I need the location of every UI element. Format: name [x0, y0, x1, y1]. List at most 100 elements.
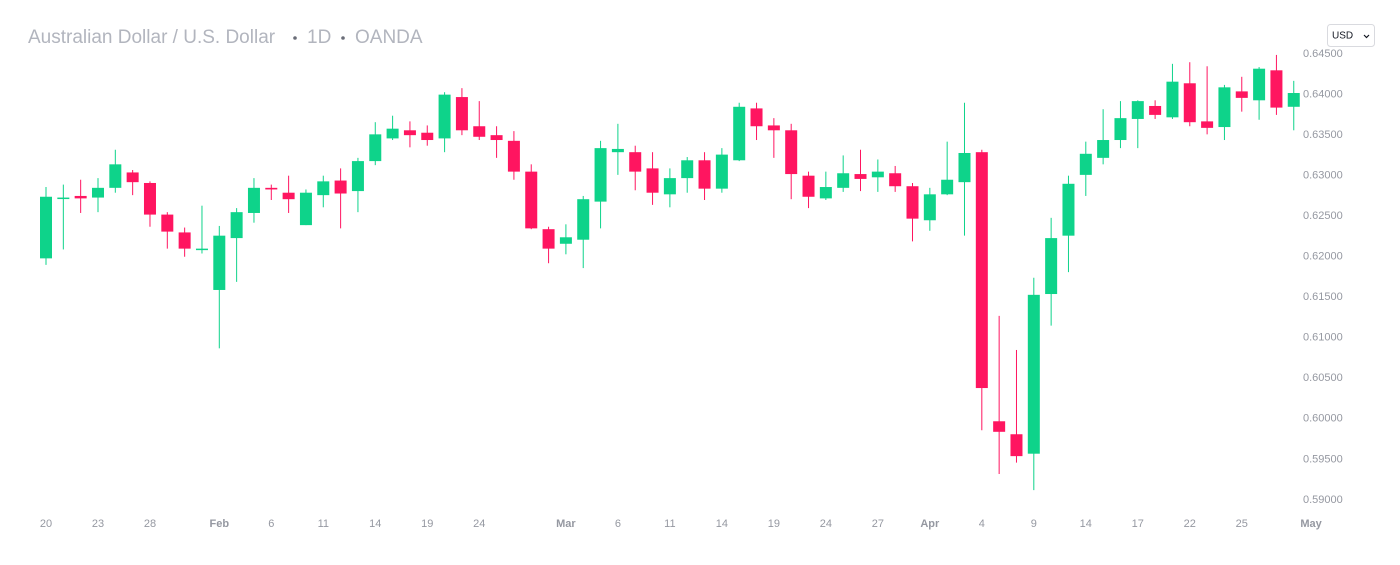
candle-body: [213, 235, 226, 290]
currency-button[interactable]: USD: [1327, 24, 1375, 47]
y-tick-label: 0.61000: [1303, 332, 1343, 344]
candle-body: [351, 161, 364, 192]
candle-body: [143, 182, 156, 215]
candle-body: [906, 186, 919, 219]
y-tick-label: 0.63500: [1303, 129, 1343, 141]
candle-body: [923, 194, 936, 221]
candle-body: [611, 148, 624, 153]
candle-body: [178, 232, 191, 249]
x-tick-label: 14: [1080, 518, 1092, 530]
x-tick-label: 6: [615, 518, 621, 530]
candle-body: [837, 173, 850, 188]
x-tick-label: 24: [473, 518, 485, 530]
x-tick-label: 6: [268, 518, 274, 530]
x-tick-label: 17: [1132, 518, 1144, 530]
y-tick-label: 0.63000: [1303, 170, 1343, 182]
y-tick-label: 0.64500: [1303, 48, 1343, 60]
candle-body: [403, 130, 416, 136]
candle-body: [1079, 153, 1092, 175]
candle-body: [1253, 68, 1266, 101]
candle-body: [74, 195, 87, 199]
candle-body: [646, 168, 659, 193]
candle-body: [975, 152, 988, 389]
candle-body: [109, 164, 122, 188]
candle-body: [265, 187, 278, 190]
candle-body: [698, 160, 711, 189]
candle-body: [958, 152, 971, 183]
candle-body: [594, 148, 607, 202]
candle-body: [1218, 87, 1231, 128]
x-tick-label: 23: [92, 518, 104, 530]
candle-body: [507, 140, 520, 172]
x-tick-label: 24: [820, 518, 832, 530]
candle-body: [1235, 91, 1248, 98]
candle-body: [750, 108, 763, 127]
y-tick-label: 0.60500: [1303, 372, 1343, 384]
x-tick-label: 4: [979, 518, 985, 530]
y-tick-label: 0.59000: [1303, 494, 1343, 506]
candle-body: [1270, 70, 1283, 108]
x-tick-label: 14: [369, 518, 381, 530]
candle-body: [1166, 81, 1179, 118]
candle-body: [1045, 238, 1058, 295]
candle-body: [941, 179, 954, 195]
x-tick-label: 22: [1184, 518, 1196, 530]
candle-body: [299, 192, 312, 226]
candle-body: [126, 172, 139, 183]
candle-body: [1062, 183, 1075, 236]
candle-body: [767, 125, 780, 131]
chevron[interactable]: [1363, 34, 1370, 39]
candle-body: [40, 196, 52, 259]
x-tick-label: May: [1300, 518, 1322, 530]
candle-body: [559, 237, 572, 244]
candle-body: [195, 248, 208, 251]
candle-body: [629, 152, 642, 172]
candle-body: [1201, 121, 1214, 128]
candle-body: [715, 154, 728, 189]
candle-body: [819, 187, 832, 199]
candle-body: [681, 160, 694, 179]
candle-body: [369, 134, 382, 162]
y-tick-label: 0.64000: [1303, 89, 1343, 101]
currency-label[interactable]: USD: [1332, 31, 1353, 42]
candle-body: [525, 171, 538, 229]
candle-body: [1131, 101, 1144, 119]
candle-body: [993, 421, 1006, 432]
candle-body: [473, 126, 486, 137]
x-tick-label: 11: [318, 518, 329, 530]
candle-body: [1027, 294, 1040, 454]
candle-body: [438, 94, 451, 139]
separator: [341, 36, 345, 40]
x-tick-label: 19: [768, 518, 780, 530]
separator: [293, 36, 297, 40]
candle-body: [542, 229, 555, 249]
candle-body: [577, 199, 590, 240]
candle-body: [230, 212, 243, 239]
x-tick-label: 14: [716, 518, 728, 530]
x-tick-label: 28: [144, 518, 156, 530]
candle-body: [1287, 93, 1300, 107]
candle-body: [57, 197, 70, 200]
x-tick-label: 9: [1031, 518, 1037, 530]
y-tick-label: 0.62000: [1303, 251, 1343, 263]
y-tick-label: 0.60000: [1303, 413, 1343, 425]
candle-body: [455, 97, 468, 131]
candle-body: [1149, 105, 1162, 115]
x-tick-label: Mar: [556, 518, 576, 530]
candle-body: [1010, 434, 1023, 457]
x-tick-label: 20: [40, 518, 52, 530]
interval: 1D: [307, 27, 331, 48]
candle-body: [1097, 140, 1110, 158]
candle-body: [871, 171, 884, 178]
source: OANDA: [355, 27, 423, 48]
currency-button-frame[interactable]: [1327, 24, 1375, 47]
y-tick-label: 0.62500: [1303, 210, 1343, 222]
candle-body: [282, 192, 295, 200]
x-tick-label: Apr: [920, 518, 940, 530]
x-tick-label: 19: [421, 518, 433, 530]
candle-body: [161, 214, 174, 232]
candle-body: [1114, 118, 1127, 141]
candle-body: [889, 173, 902, 187]
